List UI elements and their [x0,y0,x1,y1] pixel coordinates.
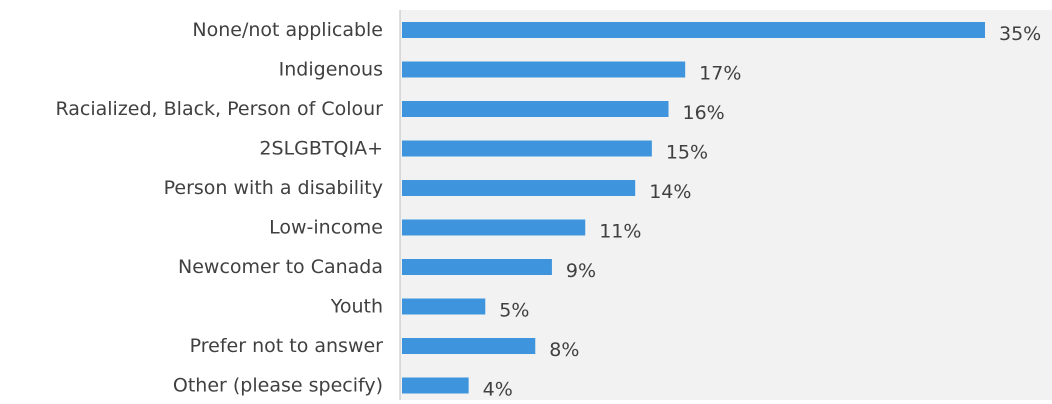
value-label: 35% [999,23,1041,45]
bar [402,259,552,275]
category-label: Indigenous [279,59,383,81]
value-label: 9% [566,260,596,282]
category-label: Other (please specify) [173,375,383,397]
value-label: 15% [666,142,708,164]
value-label: 5% [499,300,529,322]
bars-group [402,22,985,394]
value-label: 11% [599,221,641,243]
category-label: Prefer not to answer [190,335,384,357]
bar [402,338,536,354]
bar [402,140,652,157]
category-label: Person with a disability [164,177,383,199]
value-label: 8% [549,339,579,361]
bar [402,180,636,196]
bar [402,298,486,315]
category-label: Newcomer to Canada [178,256,383,278]
bar [402,101,669,117]
value-label: 16% [683,102,725,124]
value-labels-group: 35% 17% 16% 15% 14% 11%9% 5% 8% 4% [483,23,1042,401]
category-label: 2SLGBTQIA+ [259,138,383,160]
category-label: Youth [330,296,383,318]
category-label: None/not applicable [192,19,383,41]
bar [402,22,985,38]
bar [402,219,586,236]
value-label: 14% [649,181,691,203]
bar [402,377,469,394]
category-labels-group: None/not applicable Indigenous Racialized,… [55,19,383,397]
category-label: Low-income [269,217,383,239]
bar [402,61,686,78]
category-label: Racialized, Black, Person of Colour [55,98,383,120]
value-label: 17% [699,63,741,85]
value-label: 4% [483,379,513,401]
